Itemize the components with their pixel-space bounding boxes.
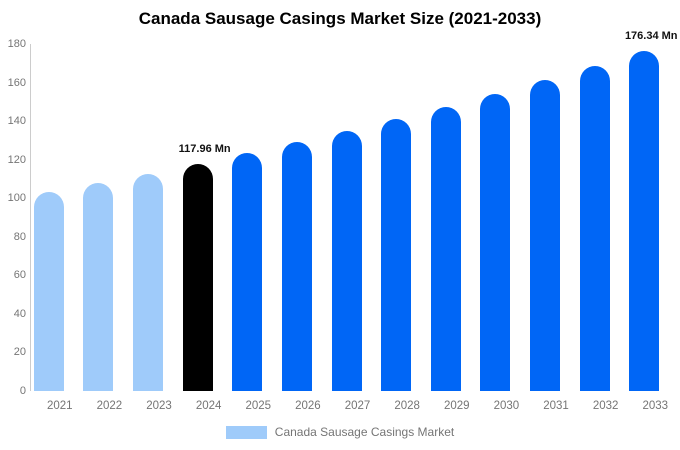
y-tick-label: 80	[13, 230, 26, 243]
x-axis-label-2024: 2024	[195, 400, 222, 412]
x-axis-label-2021: 2021	[47, 400, 73, 412]
bar-2030[interactable]	[480, 93, 511, 391]
bar-2022[interactable]	[83, 182, 114, 391]
y-tick-label: 180	[7, 38, 26, 50]
x-axis-label-2031: 2031	[543, 400, 569, 412]
bar-2026[interactable]	[281, 142, 312, 391]
y-tick-label: 140	[7, 115, 26, 128]
bar-2032[interactable]	[579, 65, 610, 391]
bar-2021[interactable]	[33, 192, 64, 391]
x-axis-label-2027: 2027	[344, 400, 371, 412]
x-axis-label-2025: 2025	[245, 400, 272, 412]
x-axis-label-2033: 2033	[642, 400, 669, 412]
y-tick-label: 120	[7, 153, 26, 166]
bar-2027[interactable]	[331, 130, 362, 391]
legend-swatch	[225, 425, 267, 439]
x-axis-label-2026: 2026	[295, 400, 321, 412]
bar-2025[interactable]	[232, 153, 263, 391]
x-axis-label-2030: 2030	[493, 400, 520, 412]
bar-value-label-2024: 117.96 Mn	[178, 142, 231, 155]
x-axis-label-2022: 2022	[96, 400, 123, 412]
y-tick-label: 0	[19, 385, 26, 397]
bar-2029[interactable]	[430, 106, 461, 391]
bar-2023[interactable]	[133, 173, 164, 391]
bar-2033[interactable]	[629, 51, 660, 391]
y-tick-label: 100	[7, 192, 26, 205]
legend[interactable]: Canada Sausage Casings Market	[0, 425, 680, 439]
y-tick-label: 20	[13, 346, 26, 359]
x-axis-label-2028: 2028	[394, 400, 420, 412]
y-tick-label: 40	[13, 307, 26, 320]
x-axis-label-2029: 2029	[443, 400, 470, 412]
y-tick-label: 60	[13, 269, 26, 282]
bar-2024[interactable]	[182, 163, 213, 391]
y-axis-line	[30, 44, 31, 391]
bar-2031[interactable]	[530, 80, 560, 391]
bar-2028[interactable]	[381, 118, 412, 391]
x-axis-label-2032: 2032	[592, 400, 619, 412]
chart-title: Canada Sausage Casings Market Size (2021…	[138, 9, 542, 28]
legend-label: Canada Sausage Casings Market	[274, 425, 455, 439]
bar-value-label-2033: 176.34 Mn	[624, 30, 678, 43]
y-tick-label: 160	[7, 76, 26, 89]
x-axis-label-2023: 2023	[146, 400, 172, 412]
